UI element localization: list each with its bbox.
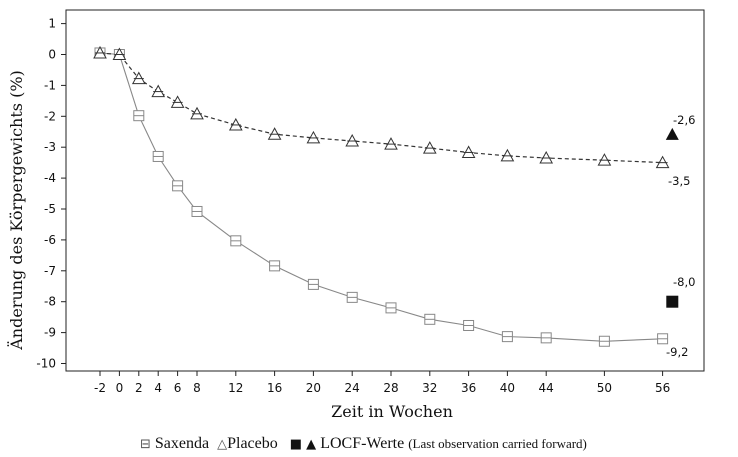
locf-markers	[665, 127, 679, 308]
placebo-point	[422, 141, 437, 154]
x-tick-label: 28	[383, 381, 398, 395]
saxenda-point	[424, 313, 436, 325]
placebo-point	[190, 106, 204, 120]
locf-legend-icons: ■ ▲	[289, 437, 317, 452]
x-tick-label: 4	[154, 381, 162, 395]
saxenda-point	[307, 278, 319, 290]
y-tick-labels: 1 0 -1 -2 -3 -4 -5 -6 -7 -8 -9 -10	[36, 17, 56, 371]
x-tick-label: 32	[422, 381, 437, 395]
y-tick-label: -1	[44, 78, 56, 92]
placebo-point	[112, 47, 127, 60]
y-axis-label: Änderung des Körpergewichts (%)	[6, 70, 26, 351]
saxenda-point	[172, 180, 184, 192]
x-tick-label: 36	[461, 381, 476, 395]
marker-triangle	[228, 117, 243, 131]
legend-saxenda-label: Saxenda	[154, 435, 210, 452]
y-tick-label: 0	[48, 48, 56, 62]
series-lines	[99, 52, 663, 342]
x-axis-label: Zeit in Wochen	[331, 402, 453, 421]
placebo-point	[228, 117, 243, 131]
saxenda-point	[463, 319, 475, 331]
y-tick-label: -9	[44, 326, 56, 340]
x-tick-label: 0	[116, 381, 124, 395]
saxenda-point	[230, 235, 242, 247]
x-tick-label: 56	[655, 381, 670, 395]
placebo-point	[461, 145, 476, 158]
x-tick-label: 6	[174, 381, 182, 395]
locf-saxenda-marker	[666, 295, 679, 308]
y-tick-label: 1	[48, 17, 56, 31]
x-tick-label: 24	[345, 381, 360, 395]
x-tick-label: 40	[500, 381, 515, 395]
saxenda-point	[191, 205, 203, 217]
placebo-point	[539, 150, 554, 164]
y-tick-label: -10	[36, 357, 56, 371]
saxenda-legend-icon: ⊟	[140, 437, 151, 452]
annotation-placebo-locf: -2,6	[673, 113, 695, 127]
series-markers	[93, 45, 670, 347]
saxenda-point	[540, 332, 552, 344]
saxenda-point	[385, 302, 397, 314]
x-tick-label: 50	[597, 381, 612, 395]
annotation-placebo-end: -3,5	[668, 174, 690, 188]
x-tick-labels: -2 0 2 4 6 8 12 16 20 24 28 32 36 40 44 50 56	[94, 381, 670, 395]
axes	[61, 9, 705, 376]
placebo-point	[597, 153, 612, 166]
plot-frame	[65, 9, 705, 372]
placebo-point	[306, 130, 321, 144]
saxenda-line	[99, 52, 663, 342]
saxenda-point	[598, 335, 610, 347]
x-tick-label: 8	[193, 381, 201, 395]
y-tick-label: -2	[44, 109, 56, 123]
placebo-point	[500, 148, 515, 162]
saxenda-point	[501, 331, 513, 343]
placebo-point	[345, 133, 360, 147]
saxenda-point	[269, 260, 281, 272]
saxenda-point	[133, 110, 145, 122]
placebo-point	[151, 84, 166, 98]
placebo-legend-icon: △	[217, 437, 228, 452]
legend-placebo-label: Placebo	[227, 435, 278, 452]
x-tick-label: 20	[306, 381, 321, 395]
placebo-point	[170, 95, 185, 108]
x-tick-label: -2	[94, 381, 106, 395]
y-tick-label: -8	[44, 295, 56, 309]
y-tick-label: -7	[44, 264, 56, 278]
x-tick-label: 44	[539, 381, 554, 395]
placebo-point	[655, 155, 670, 169]
annotation-saxenda-locf: -8,0	[673, 275, 695, 289]
saxenda-point	[152, 150, 164, 162]
y-tick-label: -5	[44, 202, 56, 216]
x-tick-label: 12	[228, 381, 243, 395]
placebo-point	[267, 127, 282, 140]
placebo-point	[131, 71, 146, 85]
placebo-point	[384, 137, 398, 150]
legend-locf-note: (Last observation carried forward)	[408, 436, 587, 451]
legend: ⊟ Saxenda △Placebo ■ ▲ LOCF-Werte (Last …	[140, 435, 587, 453]
legend-locf-label: LOCF-Werte	[320, 435, 405, 452]
y-tick-label: -6	[44, 233, 56, 247]
saxenda-point	[657, 333, 669, 345]
placebo-point	[93, 45, 107, 59]
placebo-line	[99, 52, 663, 164]
x-tick-label: 2	[135, 381, 143, 395]
y-tick-label: -3	[44, 140, 56, 154]
x-tick-label: 16	[267, 381, 282, 395]
locf-placebo-marker	[665, 127, 679, 140]
saxenda-point	[346, 291, 358, 303]
annotation-saxenda-end: -9,2	[666, 345, 688, 359]
y-tick-label: -4	[44, 171, 56, 185]
